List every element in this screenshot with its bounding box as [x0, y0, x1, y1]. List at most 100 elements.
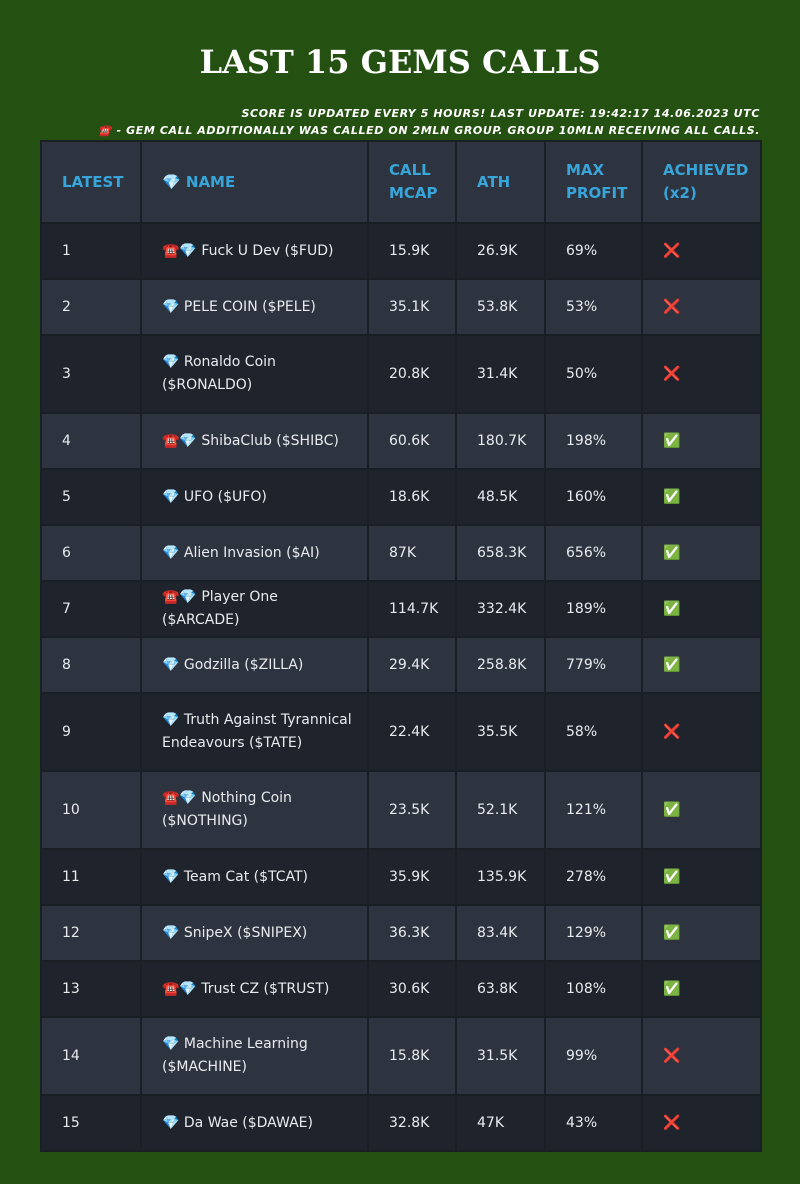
table-cell: 160%: [544, 468, 643, 526]
table-cell: 20.8K: [367, 334, 457, 414]
table-cell: 💎 Ronaldo Coin ($RONALDO): [140, 334, 369, 414]
table-cell: 3: [40, 334, 142, 414]
table-cell: 53%: [544, 278, 643, 336]
table-cell: 47K: [455, 1094, 546, 1152]
table-cell: 87K: [367, 524, 457, 582]
table-cell: ✅: [641, 770, 762, 850]
table-row: 6 💎 Alien Invasion ($AI) 87K 658.3K 656% ✅: [40, 524, 762, 582]
table-cell: 8: [40, 636, 142, 694]
table-cell: ☎️💎 Trust CZ ($TRUST): [140, 960, 369, 1018]
table-cell: 2: [40, 278, 142, 336]
table-cell: 💎 UFO ($UFO): [140, 468, 369, 526]
table-cell: ✅: [641, 580, 762, 638]
table-cell: 189%: [544, 580, 643, 638]
table-cell: ✅: [641, 412, 762, 470]
note: ☎️ - GEM CALL ADDITIONALLY WAS CALLED ON…: [97, 124, 760, 137]
note: SCORE IS UPDATED EVERY 5 HOURS! LAST UPD…: [241, 107, 760, 120]
table-cell: 83.4K: [455, 904, 546, 962]
title: LAST 15 GEMS CALLS: [199, 43, 601, 81]
table-row: 15 💎 Da Wae ($DAWAE) 32.8K 47K 43% ❌: [40, 1094, 762, 1152]
table-cell: 12: [40, 904, 142, 962]
table-body: 1 ☎️💎 Fuck U Dev ($FUD) 15.9K 26.9K 69% ❌ 2 💎 P…: [40, 222, 762, 1152]
column-header: MAX PROFIT: [544, 140, 643, 224]
table-row: 1 ☎️💎 Fuck U Dev ($FUD) 15.9K 26.9K 69% ❌: [40, 222, 762, 280]
table-cell: 13: [40, 960, 142, 1018]
table-cell: ❌: [641, 1094, 762, 1152]
table-cell: 9: [40, 692, 142, 772]
table-row: 11 💎 Team Cat ($TCAT) 35.9K 135.9K 278% ✅: [40, 848, 762, 906]
table-cell: 180.7K: [455, 412, 546, 470]
table-cell: ✅: [641, 960, 762, 1018]
table-cell: 29.4K: [367, 636, 457, 694]
table-cell: 💎 SnipeX ($SNIPEX): [140, 904, 369, 962]
table-row: 13 ☎️💎 Trust CZ ($TRUST) 30.6K 63.8K 108% ✅: [40, 960, 762, 1018]
table-cell: 108%: [544, 960, 643, 1018]
table-cell: 31.5K: [455, 1016, 546, 1096]
table-cell: 💎 Da Wae ($DAWAE): [140, 1094, 369, 1152]
table-cell: 15.8K: [367, 1016, 457, 1096]
table-cell: 32.8K: [367, 1094, 457, 1152]
column-header: LATEST: [40, 140, 142, 224]
column-header: CALL MCAP: [367, 140, 457, 224]
table-cell: 43%: [544, 1094, 643, 1152]
table-cell: 658.3K: [455, 524, 546, 582]
table-row: 14 💎 Machine Learning ($MACHINE) 15.8K 31.5…: [40, 1016, 762, 1096]
table-cell: ❌: [641, 1016, 762, 1096]
table-cell: 99%: [544, 1016, 643, 1096]
table-cell: 14: [40, 1016, 142, 1096]
column-header: ACHIEVED (x2): [641, 140, 762, 224]
table-cell: 6: [40, 524, 142, 582]
table-cell: 58%: [544, 692, 643, 772]
column-header: ATH: [455, 140, 546, 224]
table-cell: 69%: [544, 222, 643, 280]
table-cell: ☎️💎 Player One ($ARCADE): [140, 580, 369, 638]
table-cell: 50%: [544, 334, 643, 414]
column-header: 💎 NAME: [140, 140, 369, 224]
table-cell: 11: [40, 848, 142, 906]
table-cell: 121%: [544, 770, 643, 850]
table-cell: ❌: [641, 278, 762, 336]
table-cell: ❌: [641, 222, 762, 280]
table-cell: 779%: [544, 636, 643, 694]
calls-table: LATEST 💎 NAME CALL MCAP ATH MAX PROFIT ACHIEV…: [40, 140, 762, 1152]
table-cell: 35.9K: [367, 848, 457, 906]
table-cell: 129%: [544, 904, 643, 962]
table-cell: 60.6K: [367, 412, 457, 470]
table-cell: 💎 PELE COIN ($PELE): [140, 278, 369, 336]
table-cell: 53.8K: [455, 278, 546, 336]
table-cell: ❌: [641, 692, 762, 772]
table-cell: ✅: [641, 904, 762, 962]
header-row: LATEST 💎 NAME CALL MCAP ATH MAX PROFIT ACHIEV…: [40, 140, 762, 224]
table-cell: 22.4K: [367, 692, 457, 772]
table-cell: 4: [40, 412, 142, 470]
table-cell: 7: [40, 580, 142, 638]
table-cell: 258.8K: [455, 636, 546, 694]
table-cell: ✅: [641, 636, 762, 694]
table-cell: 52.1K: [455, 770, 546, 850]
table-cell: 💎 Machine Learning ($MACHINE): [140, 1016, 369, 1096]
table-cell: 114.7K: [367, 580, 457, 638]
table-cell: 31.4K: [455, 334, 546, 414]
table-cell: 5: [40, 468, 142, 526]
table-cell: 63.8K: [455, 960, 546, 1018]
table-row: 4 ☎️💎 ShibaClub ($SHIBC) 60.6K 180.7K 198% ✅: [40, 412, 762, 470]
table-cell: ☎️💎 ShibaClub ($SHIBC): [140, 412, 369, 470]
table-cell: ✅: [641, 848, 762, 906]
table-cell: 15.9K: [367, 222, 457, 280]
table-cell: 278%: [544, 848, 643, 906]
notes: SCORE IS UPDATED EVERY 5 HOURS! LAST UPD…: [98, 105, 760, 139]
table-cell: ❌: [641, 334, 762, 414]
table-cell: 135.9K: [455, 848, 546, 906]
table-cell: 198%: [544, 412, 643, 470]
table-row: 12 💎 SnipeX ($SNIPEX) 36.3K 83.4K 129% ✅: [40, 904, 762, 962]
table-row: 8 💎 Godzilla ($ZILLA) 29.4K 258.8K 779% ✅: [40, 636, 762, 694]
table-cell: 💎 Godzilla ($ZILLA): [140, 636, 369, 694]
table-row: 5 💎 UFO ($UFO) 18.6K 48.5K 160% ✅: [40, 468, 762, 526]
table-cell: 48.5K: [455, 468, 546, 526]
table-cell: ✅: [641, 524, 762, 582]
table-cell: 18.6K: [367, 468, 457, 526]
table-row: 3 💎 Ronaldo Coin ($RONALDO) 20.8K 31.4K 50% ❌: [40, 334, 762, 414]
table-cell: 23.5K: [367, 770, 457, 850]
table-cell: 656%: [544, 524, 643, 582]
